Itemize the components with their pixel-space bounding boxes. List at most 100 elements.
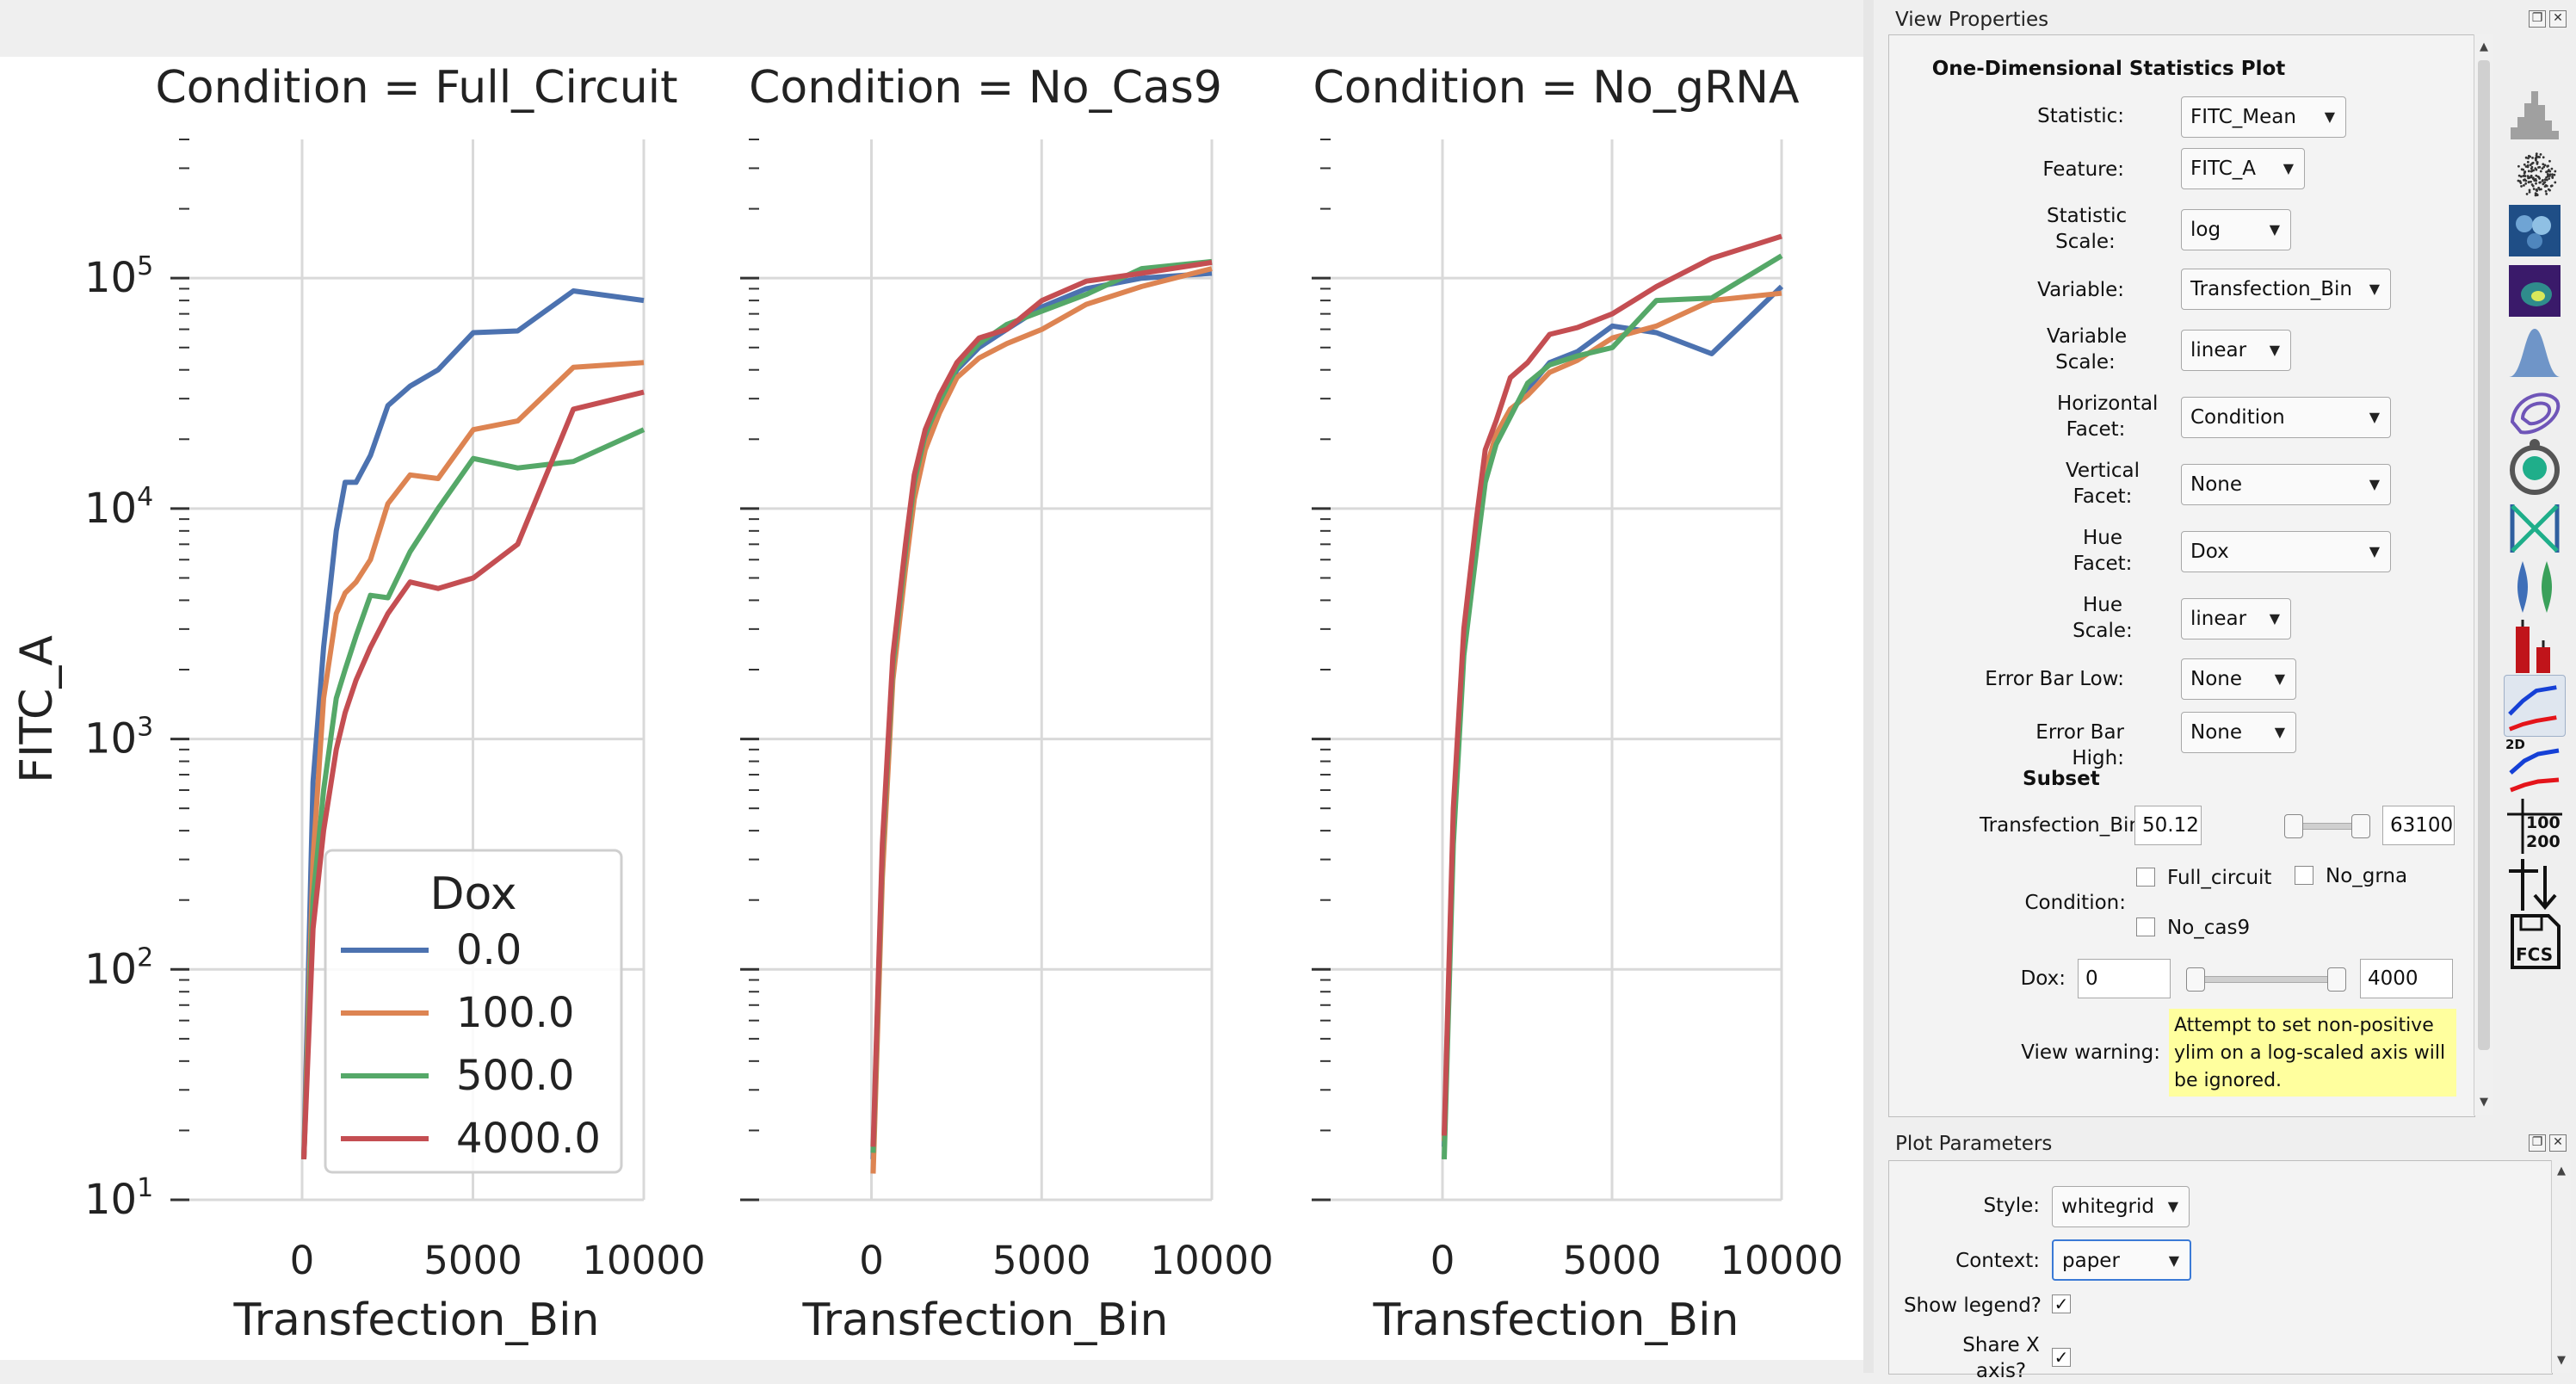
full-circuit-label: Full_circuit (2167, 867, 2272, 889)
no-cas9-label: No_cas9 (2167, 917, 2251, 939)
float-icon[interactable]: ❐ (2529, 10, 2546, 28)
close-icon[interactable]: ✕ (2549, 10, 2567, 28)
stats-1d-icon[interactable] (2504, 675, 2566, 737)
variable-label: Variable: (2037, 279, 2124, 301)
horizontal-facet-combo[interactable]: Condition ▼ (2181, 397, 2391, 438)
dox-low-handle[interactable] (2186, 967, 2205, 992)
scroll-up-icon[interactable]: ▲ (2480, 40, 2488, 53)
export-icon[interactable] (2504, 854, 2566, 916)
view-warning-text: Attempt to set non-positive ylim on a lo… (2169, 1009, 2456, 1097)
view-properties-panel (1888, 34, 2475, 1117)
transfection-bin-low-input[interactable]: 50.12 (2134, 806, 2202, 845)
x-axis-label: Transfection_Bin (233, 1294, 600, 1346)
histogram-icon[interactable] (2504, 83, 2566, 145)
stats-2d-label: 2D (2505, 737, 2525, 752)
dox-slider[interactable] (2193, 976, 2339, 983)
share-x-checkbox[interactable]: ✓ (2052, 1348, 2071, 1367)
dox-high-input[interactable]: 4000 (2360, 959, 2453, 998)
density-2d-icon[interactable] (2504, 260, 2566, 322)
scroll-thumb[interactable] (2478, 60, 2490, 1050)
view-warning-label: View warning: (2021, 1041, 2160, 1064)
dox-low-input[interactable]: 0 (2078, 959, 2171, 998)
vertical-facet-label: Vertical Facet: (2065, 460, 2140, 508)
feature-combo[interactable]: FITC_A ▼ (2181, 148, 2305, 189)
fcs-icon[interactable]: FCS (2504, 911, 2566, 973)
series-line-4000.0 (870, 259, 1213, 1147)
contour-icon[interactable] (2504, 379, 2566, 441)
show-legend-checkbox[interactable]: ✓ (2052, 1294, 2071, 1313)
chevron-down-icon: ▼ (2324, 108, 2335, 125)
scroll-up-icon[interactable]: ▲ (2557, 1165, 2566, 1177)
series-line-0.0 (301, 288, 645, 1159)
statistic-combo[interactable]: FITC_Mean ▼ (2181, 96, 2346, 138)
splitter-handle[interactable] (1863, 0, 1874, 1373)
close-icon[interactable]: ✕ (2549, 1134, 2567, 1152)
y-tick-label: 104 (84, 482, 153, 533)
legend: Dox 0.0 100.0 500.0 4000.0 (324, 849, 623, 1174)
hue-facet-combo[interactable]: Dox ▼ (2181, 531, 2391, 572)
facet-title: Condition = Full_Circuit (155, 62, 677, 114)
variable-combo[interactable]: Transfection_Bin ▼ (2181, 269, 2391, 310)
view-properties-scrollbar[interactable]: ▲ ▼ (2474, 34, 2493, 1115)
hexbin-icon[interactable] (2504, 200, 2566, 262)
table-icon[interactable]: 100 200 (2504, 795, 2566, 857)
transfection-bin-low-handle[interactable] (2284, 814, 2303, 838)
scroll-down-icon[interactable]: ▼ (2480, 1096, 2488, 1109)
float-icon[interactable]: ❐ (2529, 1134, 2546, 1152)
transfection-bin-label: Transfection_Bin: (1980, 814, 2148, 837)
parallel-coordinates-icon[interactable] (2504, 497, 2566, 559)
dox-high-handle[interactable] (2327, 967, 2346, 992)
statistic-scale-combo[interactable]: log ▼ (2181, 209, 2291, 250)
y-tick-label: 103 (84, 713, 153, 763)
style-combo[interactable]: whitegrid ▼ (2052, 1186, 2190, 1227)
y-axis-label: FITC_A (11, 635, 63, 783)
style-label: Style: (1983, 1195, 2040, 1217)
chevron-down-icon: ▼ (2283, 160, 2294, 176)
series-line-500.0 (1442, 253, 1783, 1159)
full-circuit-checkbox[interactable] (2136, 868, 2155, 887)
subset-heading: Subset (2023, 768, 2100, 790)
facet-plot: Condition = Full_Circuit 0 5000 10000 Transf… (11, 62, 1844, 1346)
legend-box (324, 849, 623, 1174)
chevron-down-icon: ▼ (2369, 476, 2380, 492)
plot-canvas: Condition = Full_Circuit 0 5000 10000 Transf… (0, 57, 1863, 1360)
condition-label: Condition: (2024, 892, 2126, 914)
plot-parameters-scrollbar[interactable]: ▲ ▼ (2551, 1160, 2571, 1373)
hue-scale-combo[interactable]: linear ▼ (2181, 598, 2291, 639)
bar-chart-icon[interactable] (2504, 616, 2566, 678)
view-toolbar: 2D 100 200 FCS (2499, 34, 2573, 1115)
series-line-100.0 (301, 360, 645, 1159)
error-bar-high-combo[interactable]: None ▼ (2181, 712, 2296, 753)
kde-icon[interactable] (2504, 320, 2566, 382)
x-axis-label: Transfection_Bin (802, 1294, 1169, 1346)
violin-scatter-icon[interactable] (2504, 437, 2566, 499)
violin-icon[interactable] (2504, 556, 2566, 618)
table-value-1: 100 (2526, 813, 2561, 832)
no-cas9-checkbox[interactable] (2136, 918, 2155, 936)
hue-scale-label: Hue Scale: (2073, 594, 2133, 642)
transfection-bin-high-input[interactable]: 63100 (2382, 806, 2455, 845)
x-tick-label: 10000 (582, 1238, 705, 1283)
stats-2d-icon[interactable]: 2D (2504, 735, 2566, 797)
statistic-label: Statistic: (2037, 105, 2124, 127)
scatterplot-icon[interactable] (2504, 145, 2566, 207)
chevron-down-icon: ▼ (2269, 342, 2280, 358)
scroll-down-icon[interactable]: ▼ (2557, 1354, 2566, 1367)
vertical-facet-combo[interactable]: None ▼ (2181, 464, 2391, 505)
chevron-down-icon: ▼ (2269, 221, 2280, 238)
error-bar-low-combo[interactable]: None ▼ (2181, 658, 2296, 700)
legend-entry: 100.0 (456, 989, 574, 1037)
no-grna-checkbox[interactable] (2295, 866, 2313, 885)
plot-parameters-title: Plot Parameters (1895, 1133, 2053, 1155)
x-tick-label: 5000 (992, 1238, 1091, 1283)
chevron-down-icon: ▼ (2369, 281, 2380, 297)
x-tick-label: 10000 (1720, 1238, 1843, 1283)
variable-scale-combo[interactable]: linear ▼ (2181, 330, 2291, 371)
chevron-down-icon: ▼ (2369, 543, 2380, 559)
chevron-down-icon: ▼ (2274, 724, 2285, 740)
x-tick-label: 5000 (1563, 1238, 1662, 1283)
chevron-down-icon: ▼ (2274, 670, 2285, 687)
transfection-bin-high-handle[interactable] (2351, 814, 2370, 838)
x-tick-label: 10000 (1150, 1238, 1273, 1283)
context-combo[interactable]: paper ▼ (2052, 1239, 2191, 1281)
